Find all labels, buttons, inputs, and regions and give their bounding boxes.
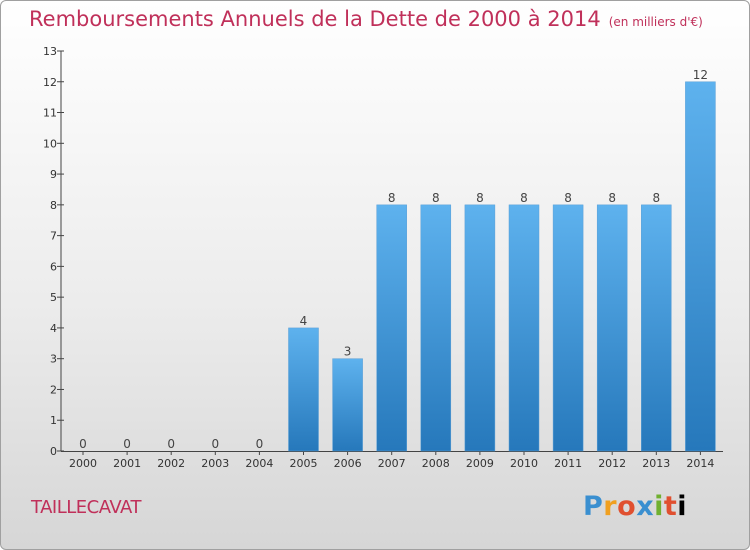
x-tick-label: 2014 <box>686 457 714 470</box>
data-label: 8 <box>476 191 484 205</box>
y-tick-label: 5 <box>50 291 57 304</box>
data-label: 0 <box>123 437 131 451</box>
data-label: 8 <box>564 191 572 205</box>
chart-unit-label: (en milliers d'€) <box>608 15 703 29</box>
data-label: 8 <box>388 191 396 205</box>
x-tick-label: 2001 <box>113 457 141 470</box>
x-tick-label: 2004 <box>245 457 273 470</box>
logo-letter: r <box>603 491 618 522</box>
y-tick-label: 6 <box>50 260 57 273</box>
bar <box>376 204 407 452</box>
y-tick-label: 7 <box>50 230 57 243</box>
bar <box>420 204 452 452</box>
x-tick-label: 2008 <box>422 457 450 470</box>
y-tick-label: 4 <box>50 322 57 335</box>
y-tick-label: 8 <box>50 199 57 212</box>
data-label: 4 <box>300 314 308 328</box>
y-tick-label: 10 <box>43 137 57 150</box>
proxiti-logo: Proxiti <box>583 491 687 522</box>
data-label: 0 <box>167 437 175 451</box>
data-label: 8 <box>608 191 616 205</box>
bar <box>685 81 716 452</box>
y-tick-label: 3 <box>50 353 57 366</box>
bar <box>641 204 672 452</box>
data-label: 3 <box>344 345 352 359</box>
x-tick-label: 2006 <box>334 457 362 470</box>
x-tick-label: 2012 <box>598 457 626 470</box>
bar <box>288 327 319 452</box>
y-tick-label: 2 <box>50 383 57 396</box>
data-label: 0 <box>79 437 87 451</box>
y-tick-label: 12 <box>43 76 57 89</box>
bar <box>332 358 363 452</box>
data-label: 8 <box>652 191 660 205</box>
y-tick-label: 13 <box>43 45 57 58</box>
chart-labels: 2000 0 2001 0 2002 0 2003 0 2004 0 2005 4 2006 3 2007 8… <box>69 68 714 470</box>
logo-letter: t <box>663 491 678 522</box>
bar <box>552 204 584 452</box>
chart-title: Remboursements Annuels de la Dette de 20… <box>29 7 703 31</box>
x-tick-label: 2010 <box>510 457 538 470</box>
x-tick-label: 2000 <box>69 457 97 470</box>
logo-letter: P <box>583 491 604 522</box>
chart-bars <box>288 81 716 452</box>
logo-letter: i <box>677 491 688 522</box>
x-tick-label: 2003 <box>201 457 229 470</box>
commune-name: TAILLECAVAT <box>31 497 141 518</box>
x-tick-label: 2007 <box>378 457 406 470</box>
logo-letter: o <box>617 491 637 522</box>
y-tick-label: 0 <box>50 445 57 458</box>
y-tick-label: 9 <box>50 168 57 181</box>
y-tick-label: 1 <box>50 414 57 427</box>
x-tick-label: 2005 <box>290 457 318 470</box>
data-label: 0 <box>211 437 219 451</box>
x-tick-label: 2013 <box>642 457 670 470</box>
bar <box>508 204 540 452</box>
x-tick-label: 2011 <box>554 457 582 470</box>
data-label: 0 <box>256 437 264 451</box>
bar <box>596 204 628 452</box>
data-label: 8 <box>520 191 528 205</box>
bar <box>464 204 496 452</box>
data-label: 8 <box>432 191 440 205</box>
chart-title-text: Remboursements Annuels de la Dette de 20… <box>29 7 601 31</box>
x-tick-label: 2002 <box>157 457 185 470</box>
x-tick-label: 2009 <box>466 457 494 470</box>
logo-letter: i <box>654 491 664 522</box>
y-tick-label: 11 <box>43 107 57 120</box>
data-label: 12 <box>693 68 708 82</box>
logo-letter: x <box>636 491 655 522</box>
